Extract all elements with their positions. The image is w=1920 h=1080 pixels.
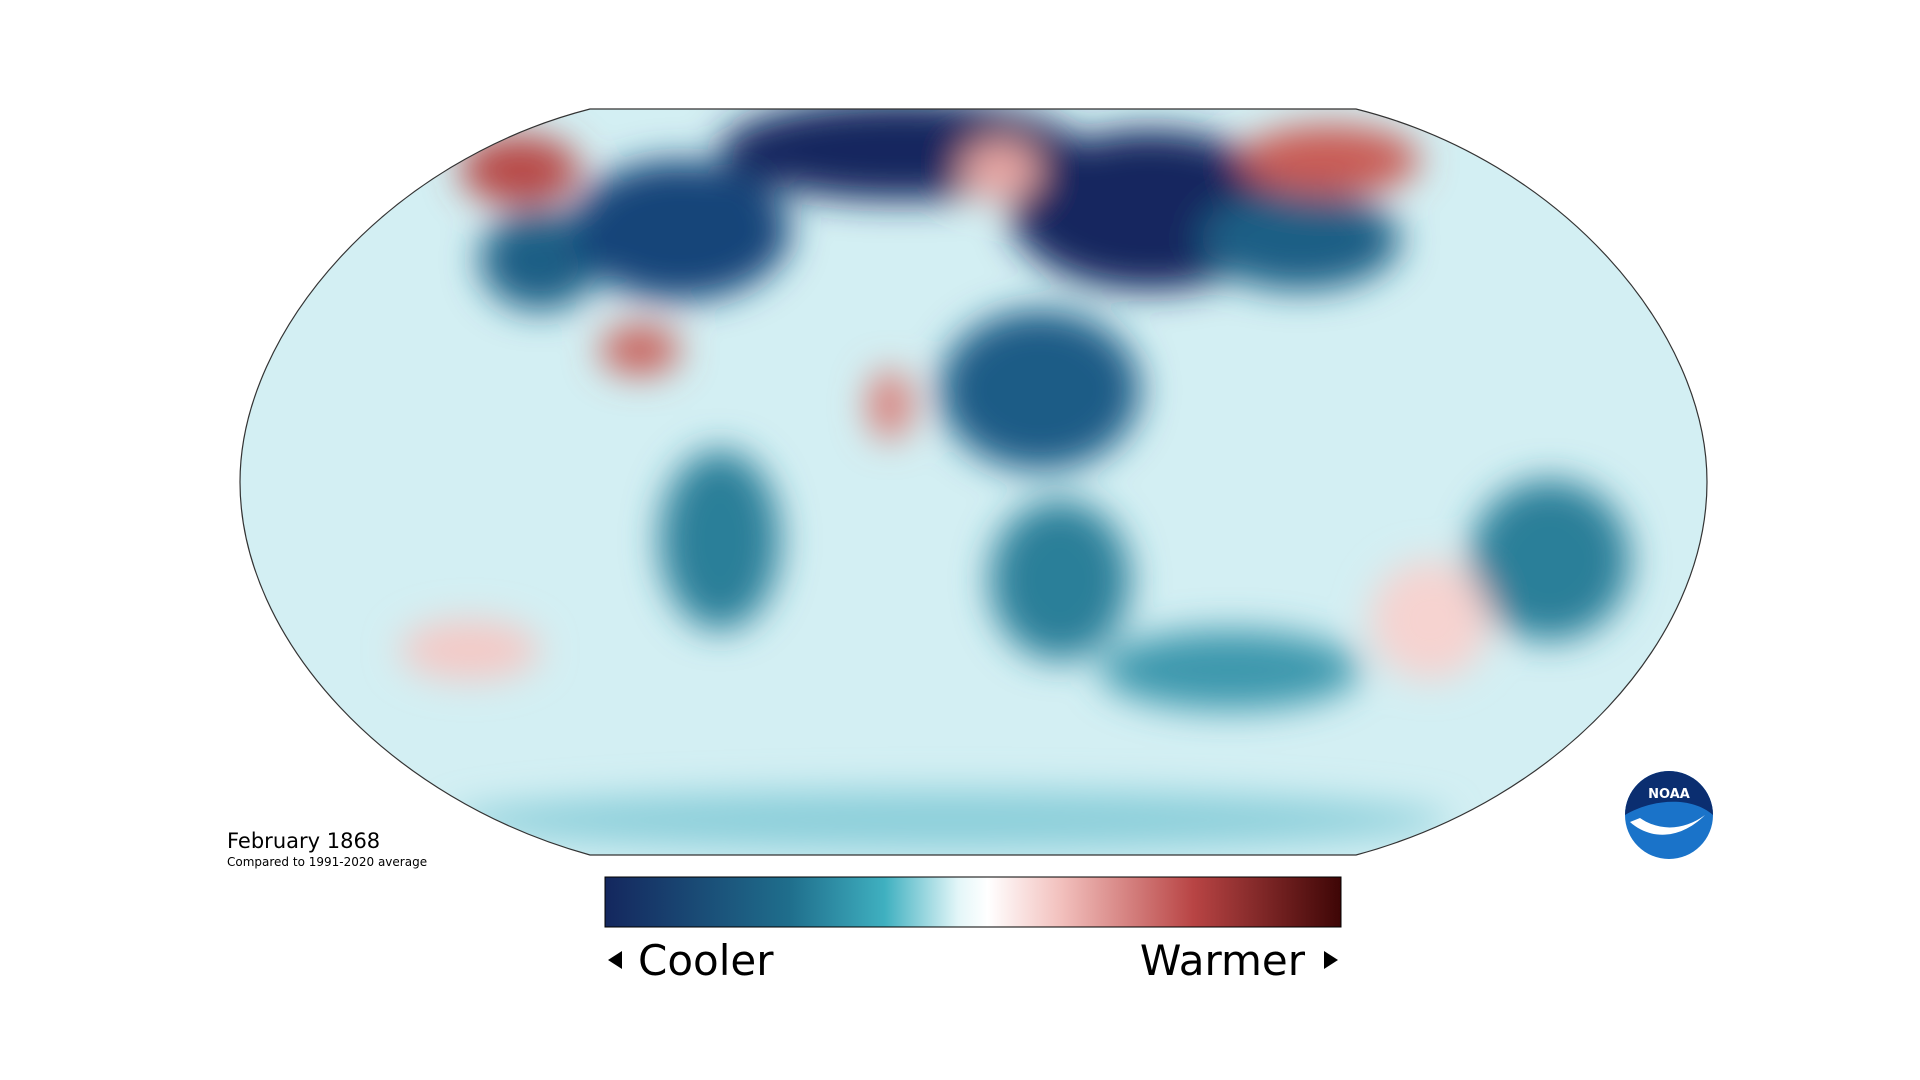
map-title: February 1868 bbox=[227, 829, 380, 853]
legend-high: Warmer bbox=[1140, 936, 1306, 985]
legend-low: Cooler bbox=[638, 936, 774, 985]
map-subtitle: Compared to 1991-2020 average bbox=[227, 855, 427, 869]
logo-text: NOAA bbox=[1648, 787, 1690, 802]
noaa-logo: NOAA bbox=[1625, 771, 1713, 859]
colorbar bbox=[604, 876, 1342, 928]
cooler-arrow bbox=[608, 951, 622, 969]
warmer-arrow bbox=[1324, 951, 1338, 969]
map-outline bbox=[239, 108, 1708, 856]
anomaly-field bbox=[240, 109, 1707, 855]
